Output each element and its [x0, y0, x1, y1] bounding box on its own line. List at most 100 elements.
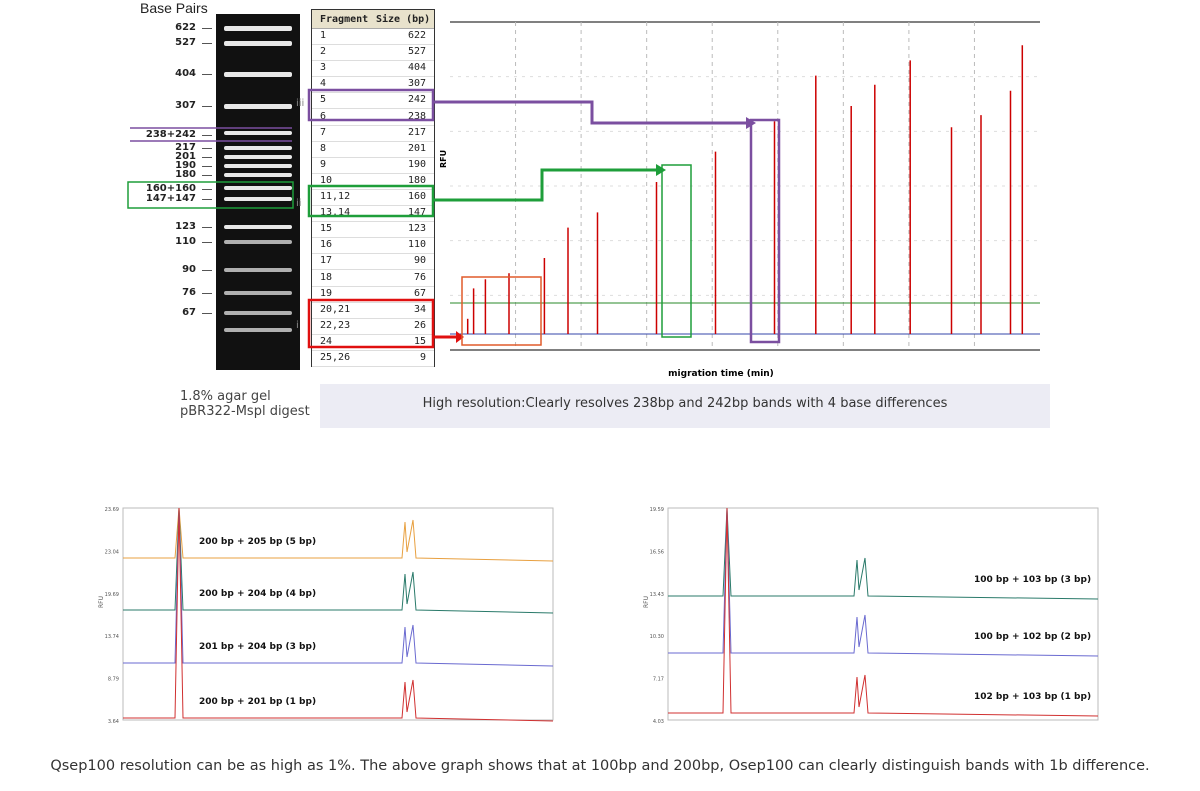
y-tick-label: 13.74 — [105, 634, 119, 640]
resolution-chart-100bp: 19.59 16.56 13.43 10.30 7.17 4.03 RFU 100 bp + … — [643, 507, 1099, 725]
gel-band-tick — [202, 28, 212, 29]
gel-title: Base Pairs — [140, 0, 208, 16]
table-cell-fragment: 25,26 — [320, 352, 351, 363]
y-tick-label: 16.56 — [650, 549, 664, 555]
y-axis-label: RFU — [643, 596, 650, 608]
y-axis-label: RFU — [439, 150, 448, 168]
gel-band-tick — [202, 270, 212, 271]
series-trace — [123, 507, 554, 614]
gel-band — [224, 131, 292, 135]
table-cell-size: 123 — [407, 223, 426, 235]
gel-band — [224, 268, 292, 272]
gel-band-tick — [202, 242, 212, 243]
gel-band-label: 90 — [182, 264, 196, 275]
table-cell-fragment: 7 — [320, 126, 327, 138]
gel-band — [224, 41, 292, 46]
table-cell-size: 76 — [413, 271, 426, 283]
gel-band-tick — [202, 166, 212, 167]
series-label: 200 bp + 205 bp (5 bp) — [199, 537, 316, 547]
series-label: 200 bp + 201 bp (1 bp) — [199, 697, 316, 707]
table-row: 13,14 147 — [312, 205, 434, 223]
gel-band-label: 110 — [175, 236, 196, 247]
y-tick-label: 23.69 — [105, 507, 119, 513]
y-axis-label: RFU — [98, 596, 105, 608]
gel-band-tick — [202, 293, 212, 294]
table-cell-fragment: 18 — [320, 271, 333, 283]
gel-band — [224, 155, 292, 159]
series-label: 200 bp + 204 bp (4 bp) — [199, 589, 316, 599]
table-row: 10 180 — [312, 173, 434, 190]
gel-band-label: 238+242 — [145, 129, 196, 140]
gel-band-label: 307 — [175, 100, 196, 111]
table-cell-size: 180 — [407, 174, 426, 186]
y-tick-label: 23.04 — [105, 549, 119, 555]
table-cell-fragment: 9 — [320, 158, 327, 170]
table-cell-size: 160 — [407, 191, 426, 202]
table-cell-size: 404 — [407, 62, 426, 74]
gel-band — [224, 225, 292, 229]
y-tick-label: 3.64 — [108, 719, 119, 725]
table-cell-fragment: 4 — [320, 78, 327, 90]
table-cell-size: 147 — [407, 207, 426, 219]
gel-band-label: 180 — [175, 169, 196, 180]
caption-box — [320, 384, 1050, 428]
table-cell-fragment: 8 — [320, 142, 327, 154]
table-row: 7 217 — [312, 125, 434, 142]
table-cell-fragment: 15 — [320, 223, 333, 235]
gel-band-label: 527 — [175, 37, 196, 48]
main-electropherogram: RFU migration time (min) — [439, 21, 1040, 379]
gel-bands — [224, 26, 292, 332]
table-cell-size: 15 — [413, 335, 426, 347]
gel-band — [224, 173, 292, 177]
gel-band-tick — [202, 148, 212, 149]
gel-image — [216, 14, 300, 370]
table-row: 22,23 26 — [312, 318, 434, 335]
table-row: 18 76 — [312, 270, 434, 287]
table-header-fragment: Fragment — [320, 14, 369, 25]
table-cell-size: 90 — [413, 255, 426, 267]
table-cell-size: 238 — [407, 110, 426, 122]
marker-i: i — [296, 320, 299, 331]
table-cell-size: 67 — [413, 287, 426, 299]
table-cell-size: 26 — [413, 319, 426, 331]
table-cell-fragment: 13,14 — [320, 207, 351, 219]
gel-caption-line1: 1.8% agar gel — [180, 389, 271, 404]
marker-iii: iii — [296, 98, 305, 109]
table-cell-size: 34 — [413, 303, 426, 315]
series-trace — [668, 507, 1099, 600]
table-cell-size: 201 — [407, 142, 426, 154]
gel-band — [224, 291, 292, 295]
table-cell-size: 9 — [419, 352, 426, 363]
gel-band-tick — [202, 106, 212, 107]
y-tick-label: 19.69 — [105, 592, 119, 598]
y-tick-label: 4.03 — [653, 719, 664, 725]
table-cell-size: 190 — [407, 158, 426, 170]
table-header-size: Size (bp) — [376, 14, 431, 25]
table-row: 17 90 — [312, 253, 434, 271]
table-row: 20,21 34 — [312, 302, 434, 319]
y-tick-label: 8.79 — [108, 677, 119, 683]
gel-band-label: 123 — [175, 221, 196, 232]
table-row: 1 622 — [312, 28, 434, 45]
table-cell-fragment: 22,23 — [320, 319, 351, 331]
gel-caption: 1.8% agar gel pBR322-Mspl digest — [180, 389, 310, 419]
y-tick-label: 10.30 — [650, 634, 664, 640]
plot-frame — [667, 507, 1099, 721]
series-label: 100 bp + 103 bp (3 bp) — [974, 575, 1091, 585]
table-row: 9 190 — [312, 157, 434, 174]
gel-band-tick — [202, 189, 212, 190]
table-cell-fragment: 17 — [320, 255, 333, 267]
gel-band-tick — [202, 313, 212, 314]
gel-band-label: 622 — [175, 22, 196, 33]
series-trace — [668, 507, 1099, 717]
table-cell-fragment: 5 — [320, 94, 327, 106]
gel-band-label: 404 — [175, 68, 196, 79]
y-tick-label: 7.17 — [653, 677, 664, 683]
series-trace — [668, 507, 1099, 657]
gel-band — [224, 104, 292, 109]
table-row: 25,26 9 — [312, 350, 434, 367]
table-row: 16 110 — [312, 237, 434, 255]
marker-ii: ii — [296, 198, 302, 209]
gel-band — [224, 164, 292, 168]
table-cell-fragment: 20,21 — [320, 303, 351, 315]
